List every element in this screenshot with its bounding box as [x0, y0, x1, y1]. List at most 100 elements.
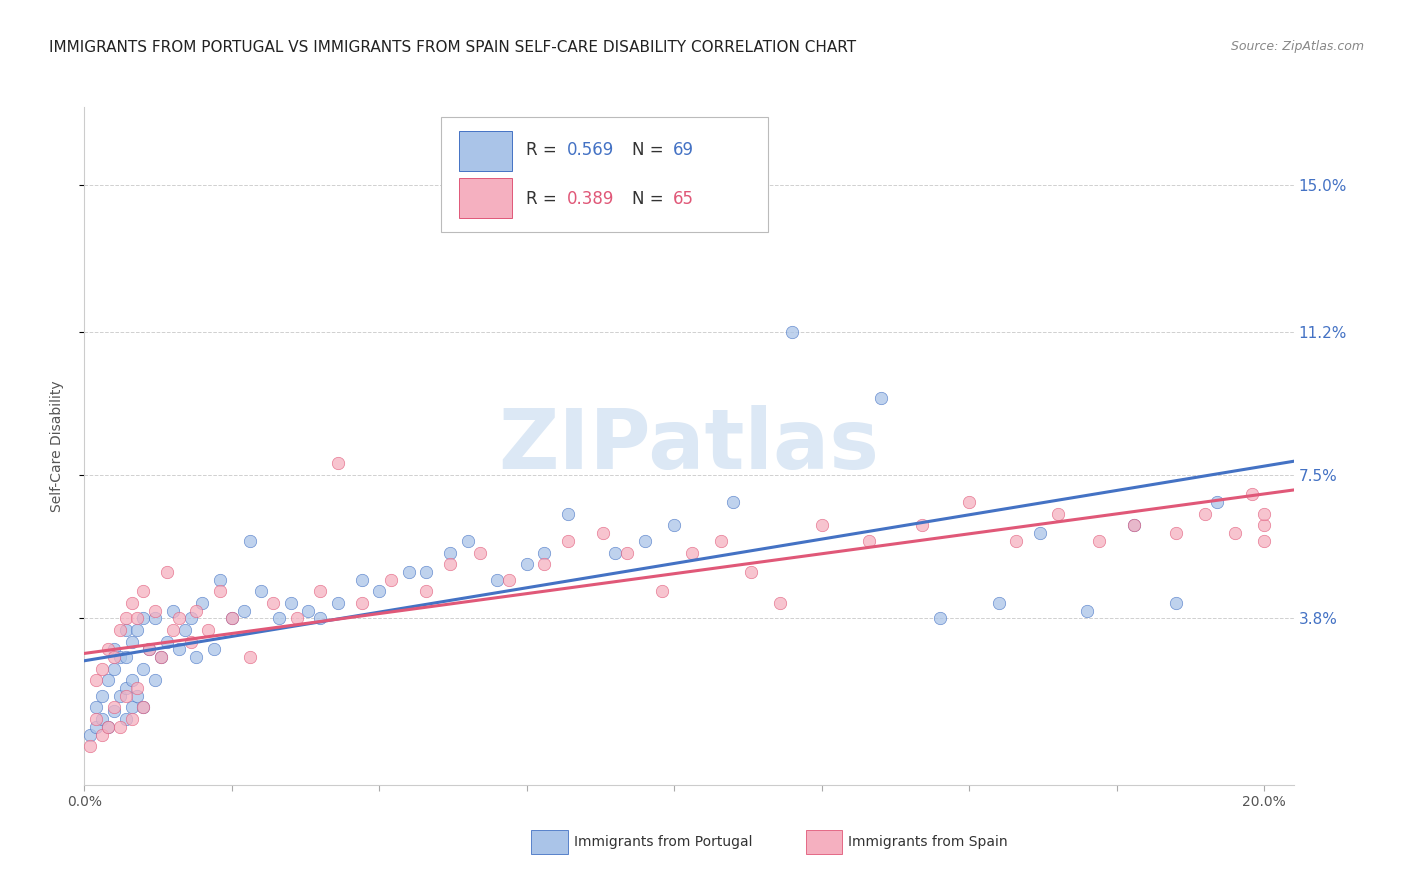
Point: [132, 584, 155, 599]
Point: [1253, 533, 1275, 548]
Point: [1241, 487, 1264, 501]
Text: 0.389: 0.389: [567, 190, 614, 208]
Point: [150, 650, 173, 665]
Point: [533, 545, 555, 559]
Point: [127, 681, 149, 695]
Text: Immigrants from Portugal: Immigrants from Portugal: [574, 835, 752, 849]
FancyBboxPatch shape: [460, 131, 512, 170]
Point: [138, 642, 160, 657]
Point: [103, 650, 125, 665]
Point: [91, 712, 114, 726]
Text: Source: ZipAtlas.com: Source: ZipAtlas.com: [1230, 40, 1364, 54]
Point: [121, 712, 143, 726]
Point: [1029, 526, 1052, 541]
Point: [592, 526, 614, 541]
Point: [103, 662, 125, 676]
Point: [150, 650, 173, 665]
Point: [1164, 596, 1187, 610]
Point: [221, 611, 243, 625]
Text: Immigrants from Spain: Immigrants from Spain: [848, 835, 1008, 849]
Point: [468, 545, 491, 559]
Point: [108, 650, 131, 665]
Point: [1123, 518, 1146, 533]
Point: [138, 642, 160, 657]
Point: [810, 518, 832, 533]
Point: [1088, 533, 1111, 548]
FancyBboxPatch shape: [441, 117, 768, 233]
Point: [869, 391, 891, 405]
Point: [957, 495, 980, 509]
Text: IMMIGRANTS FROM PORTUGAL VS IMMIGRANTS FROM SPAIN SELF-CARE DISABILITY CORRELATI: IMMIGRANTS FROM PORTUGAL VS IMMIGRANTS F…: [49, 40, 856, 55]
Point: [167, 611, 190, 625]
Point: [415, 565, 437, 579]
Point: [127, 623, 149, 637]
Point: [97, 720, 120, 734]
Point: [326, 596, 349, 610]
Point: [309, 611, 332, 625]
Point: [103, 642, 125, 657]
Text: 0.569: 0.569: [567, 142, 614, 160]
Point: [262, 596, 284, 610]
Point: [143, 673, 166, 688]
Point: [557, 533, 579, 548]
Point: [132, 700, 155, 714]
Point: [84, 720, 107, 734]
Point: [681, 545, 703, 559]
Point: [928, 611, 950, 625]
Point: [1076, 604, 1098, 618]
Point: [84, 712, 107, 726]
Point: [297, 604, 319, 618]
Point: [162, 604, 184, 618]
Point: [439, 545, 461, 559]
Point: [132, 700, 155, 714]
Point: [108, 623, 131, 637]
Point: [143, 611, 166, 625]
Point: [97, 720, 120, 734]
Point: [108, 720, 131, 734]
Point: [127, 689, 149, 703]
Point: [285, 611, 308, 625]
Point: [634, 533, 657, 548]
Point: [238, 650, 260, 665]
Point: [108, 689, 131, 703]
Point: [380, 573, 402, 587]
Point: [202, 642, 225, 657]
Point: [232, 604, 254, 618]
Point: [186, 650, 208, 665]
Point: [127, 611, 149, 625]
Point: [156, 634, 179, 648]
Point: [710, 533, 733, 548]
Point: [1205, 495, 1227, 509]
Point: [156, 565, 179, 579]
Point: [121, 634, 143, 648]
Point: [132, 662, 155, 676]
Point: [616, 545, 638, 559]
Point: [97, 673, 120, 688]
Point: [605, 545, 627, 559]
Point: [103, 700, 125, 714]
Point: [167, 642, 190, 657]
Point: [197, 623, 219, 637]
Point: [326, 457, 349, 471]
Point: [121, 596, 143, 610]
Point: [1123, 518, 1146, 533]
Point: [1253, 518, 1275, 533]
Point: [1223, 526, 1246, 541]
Point: [103, 704, 125, 718]
Point: [858, 533, 880, 548]
Point: [91, 728, 114, 742]
Point: [516, 557, 538, 571]
Point: [208, 573, 231, 587]
Point: [533, 557, 555, 571]
Point: [114, 689, 136, 703]
Text: R =: R =: [526, 190, 562, 208]
Text: 69: 69: [673, 142, 695, 160]
Point: [664, 518, 686, 533]
Point: [398, 565, 420, 579]
Point: [91, 689, 114, 703]
Point: [84, 700, 107, 714]
Text: 65: 65: [673, 190, 695, 208]
Y-axis label: Self-Care Disability: Self-Care Disability: [49, 380, 63, 512]
Point: [1253, 507, 1275, 521]
Point: [415, 584, 437, 599]
